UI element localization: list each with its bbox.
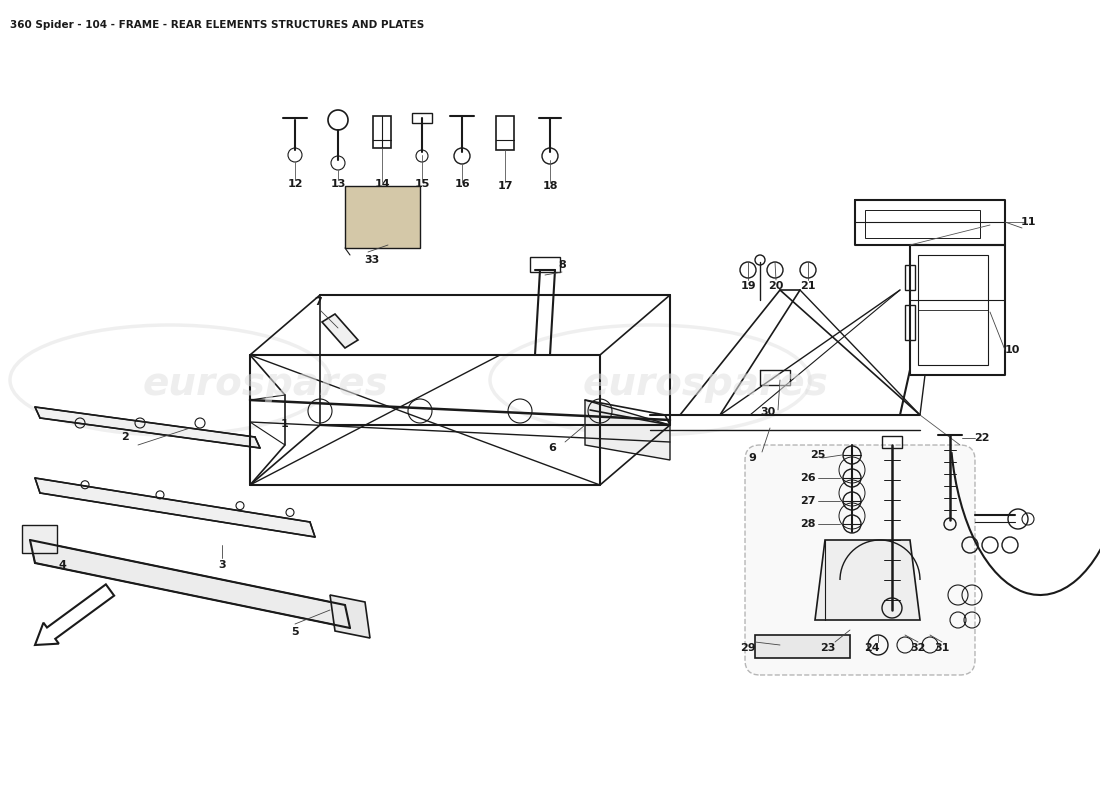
Text: 1: 1 [282, 419, 289, 429]
Bar [905, 305, 915, 340]
Text: 360 Spider - 104 - FRAME - REAR ELEMENTS STRUCTURES AND PLATES: 360 Spider - 104 - FRAME - REAR ELEMENTS… [10, 20, 425, 30]
Text: 20: 20 [768, 281, 783, 291]
Text: 24: 24 [865, 643, 880, 653]
Text: 19: 19 [740, 281, 756, 291]
Text: 15: 15 [415, 179, 430, 189]
Text: 7: 7 [315, 297, 322, 307]
Polygon shape [755, 635, 850, 658]
Text: 26: 26 [800, 473, 816, 483]
Text: 3: 3 [218, 560, 226, 570]
Bar [412, 113, 432, 123]
Text: eurospares: eurospares [143, 365, 388, 403]
Text: 10: 10 [1004, 345, 1020, 355]
Polygon shape [35, 478, 315, 537]
Bar [345, 186, 420, 248]
Bar [882, 436, 902, 448]
Polygon shape [35, 407, 260, 448]
Text: 23: 23 [821, 643, 836, 653]
Bar [373, 116, 390, 148]
Text: 11: 11 [1021, 217, 1036, 227]
FancyArrow shape [35, 584, 114, 645]
Bar [905, 265, 915, 290]
Bar [530, 257, 560, 272]
Text: 17: 17 [497, 181, 513, 191]
Text: 18: 18 [542, 181, 558, 191]
Text: 29: 29 [740, 643, 756, 653]
Text: 32: 32 [911, 643, 926, 653]
Text: 2: 2 [121, 432, 129, 442]
Text: 6: 6 [548, 443, 556, 453]
Polygon shape [585, 400, 670, 460]
Text: 25: 25 [811, 450, 826, 460]
Text: 22: 22 [975, 433, 990, 443]
Polygon shape [30, 540, 350, 628]
Polygon shape [330, 595, 370, 638]
Bar [918, 255, 988, 365]
Text: 13: 13 [330, 179, 345, 189]
Text: eurospares: eurospares [583, 365, 828, 403]
Text: 4: 4 [58, 560, 66, 570]
Polygon shape [815, 540, 920, 620]
Text: 8: 8 [558, 260, 565, 270]
Text: 30: 30 [760, 407, 775, 417]
Text: 21: 21 [801, 281, 816, 291]
Text: 16: 16 [454, 179, 470, 189]
Bar [865, 210, 980, 238]
Polygon shape [322, 314, 358, 348]
Text: 12: 12 [287, 179, 303, 189]
FancyBboxPatch shape [745, 445, 975, 675]
Text: 9: 9 [748, 453, 756, 463]
Text: 14: 14 [374, 179, 389, 189]
Text: 27: 27 [801, 496, 816, 506]
Text: 31: 31 [934, 643, 949, 653]
Text: 5: 5 [292, 627, 299, 637]
Bar [22, 525, 57, 553]
Text: 28: 28 [801, 519, 816, 529]
Text: 33: 33 [364, 255, 380, 265]
Bar [496, 116, 514, 150]
